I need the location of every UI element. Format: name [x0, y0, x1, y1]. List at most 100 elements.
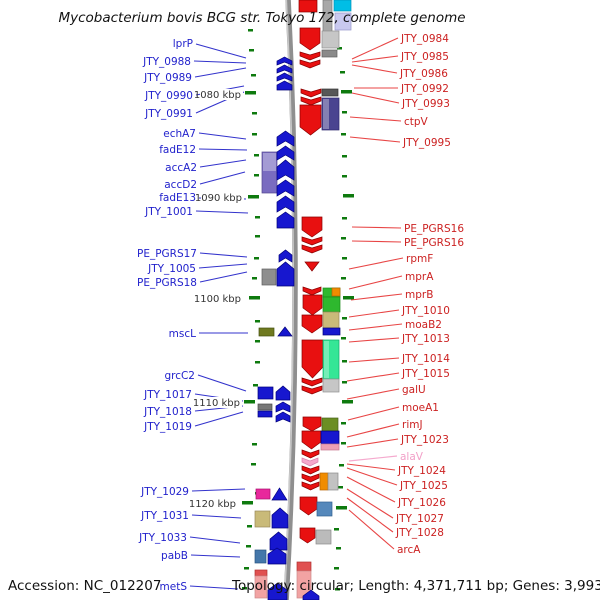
gene-label[interactable]: JTY_0984	[400, 33, 449, 45]
gene-label[interactable]: JTY_0986	[399, 68, 448, 80]
gene-arrow-reverse[interactable]	[276, 211, 295, 229]
gene-block-cyan[interactable]	[333, 0, 352, 12]
gene-block-navy[interactable]	[321, 97, 340, 131]
gene-label[interactable]: mscL	[169, 328, 196, 340]
gene-label[interactable]: metS	[160, 581, 188, 593]
gene-block-blue[interactable]	[257, 410, 273, 418]
gene-arrow-reverse[interactable]	[278, 249, 293, 263]
gene-arrow-forward[interactable]	[301, 385, 323, 395]
gene-label[interactable]: fadE12	[159, 144, 196, 156]
gene-block-gray[interactable]	[261, 268, 277, 286]
gene-label[interactable]: echA7	[163, 128, 196, 140]
gene-block-orange[interactable]	[331, 287, 341, 297]
gene-label[interactable]: PE_PGRS16	[404, 223, 464, 235]
gene-label[interactable]: pabB	[161, 550, 188, 562]
gene-label[interactable]: JTY_1033	[138, 532, 187, 544]
gene-label[interactable]: JTY_1019	[143, 421, 192, 433]
gene-label[interactable]: moeA1	[402, 402, 439, 414]
gene-label[interactable]: lprP	[173, 38, 193, 50]
gene-label[interactable]: JTY_1023	[400, 434, 449, 446]
gene-block-purple[interactable]	[261, 151, 278, 194]
gene-block-khaki[interactable]	[254, 510, 271, 528]
gene-block-gray[interactable]	[322, 378, 340, 393]
gene-arrow-forward[interactable]	[301, 465, 320, 475]
gene-arrow-reverse[interactable]	[275, 411, 291, 423]
gene-block-gray[interactable]	[321, 30, 340, 49]
gene-label[interactable]: JTY_1031	[140, 510, 189, 522]
gene-label[interactable]: JTY_1014	[401, 353, 450, 365]
gene-arrow-forward[interactable]	[299, 496, 318, 516]
gene-block-magenta[interactable]	[255, 488, 271, 500]
gene-arrow-reverse[interactable]	[275, 385, 291, 401]
gene-arrow-reverse[interactable]	[275, 401, 291, 413]
gene-arrow-forward[interactable]	[304, 261, 320, 272]
gene-label[interactable]: fadE13	[159, 192, 196, 204]
gene-block-orange[interactable]	[319, 472, 329, 491]
gene-label-trna[interactable]: alaV	[400, 451, 424, 463]
gene-arrow-forward[interactable]	[299, 59, 321, 69]
gene-arrow-forward[interactable]	[301, 473, 320, 483]
gene-label[interactable]: galU	[402, 384, 426, 396]
gene-block-mint[interactable]	[322, 339, 340, 380]
gene-arrow-reverse[interactable]	[276, 80, 293, 91]
gene-arrow-reverse[interactable]	[276, 72, 293, 82]
gene-block-steelblue[interactable]	[254, 549, 267, 564]
gene-arrow-reverse[interactable]	[276, 64, 293, 74]
gene-label[interactable]: mprA	[405, 271, 434, 283]
gene-block-gray[interactable]	[321, 49, 338, 58]
gene-arrow-forward[interactable]	[300, 96, 322, 106]
gene-block-lightred[interactable]	[254, 575, 268, 599]
gene-arrow-forward[interactable]	[300, 88, 322, 98]
gene-label[interactable]: arcA	[397, 544, 421, 556]
gene-label[interactable]: JTY_0989	[143, 72, 192, 84]
gene-label[interactable]: JTY_1017	[143, 389, 192, 401]
gene-block-red[interactable]	[254, 569, 268, 577]
gene-arrow-forward[interactable]	[299, 27, 321, 51]
gene-arrow-reverse[interactable]	[276, 261, 295, 287]
gene-arrow-forward[interactable]	[301, 236, 323, 246]
gene-label[interactable]: JTY_0995	[402, 137, 451, 149]
gene-label[interactable]: JTY_0993	[401, 98, 450, 110]
gene-label[interactable]: JTY_1005	[147, 263, 196, 275]
gene-arrow-forward[interactable]	[299, 527, 316, 544]
gene-arrow-reverse[interactable]	[302, 589, 320, 600]
gene-label[interactable]: JTY_1013	[401, 333, 450, 345]
gene-arrow-reverse[interactable]	[277, 326, 293, 337]
gene-label[interactable]: mprB	[405, 289, 433, 301]
gene-block-blue[interactable]	[322, 327, 341, 336]
gene-arrow-forward[interactable]	[302, 294, 323, 316]
gene-block-steelblue[interactable]	[316, 501, 333, 517]
gene-label[interactable]: JTY_0985	[400, 51, 449, 63]
gene-block-red[interactable]	[296, 561, 312, 572]
gene-label[interactable]: JTY_0990	[144, 90, 193, 102]
gene-label[interactable]: JTY_1026	[397, 497, 446, 509]
gene-block-olive[interactable]	[321, 417, 339, 432]
gene-arrow-forward[interactable]	[301, 430, 322, 450]
gene-block-khaki[interactable]	[322, 311, 340, 329]
gene-label[interactable]: moaB2	[405, 319, 442, 331]
gene-block-gray[interactable]	[315, 529, 332, 545]
gene-arrow-forward[interactable]	[302, 286, 322, 296]
gene-arrow-forward[interactable]	[299, 104, 322, 136]
gene-block-blue[interactable]	[320, 430, 340, 445]
gene-arrow-forward[interactable]	[299, 51, 321, 61]
gene-arrow-forward[interactable]	[301, 244, 323, 254]
gene-arrow-forward[interactable]	[301, 339, 324, 379]
gene-label[interactable]: JTY_1015	[401, 368, 450, 380]
gene-block-blue[interactable]	[257, 386, 274, 400]
gene-arrow-forward[interactable]	[301, 449, 320, 459]
gene-arrow-reverse[interactable]	[271, 487, 288, 501]
gene-arrow-forward[interactable]	[302, 416, 322, 432]
gene-arrow-reverse[interactable]	[267, 582, 288, 600]
gene-arrow-reverse[interactable]	[267, 547, 287, 565]
gene-block-red[interactable]	[298, 0, 318, 13]
gene-arrow-reverse[interactable]	[276, 195, 295, 213]
gene-arrow-forward[interactable]	[301, 216, 323, 238]
gene-label[interactable]: PE_PGRS16	[404, 237, 464, 249]
gene-arrow-reverse[interactable]	[276, 159, 295, 181]
gene-arrow-forward[interactable]	[301, 377, 323, 387]
gene-label[interactable]: ctpV	[404, 116, 429, 128]
gene-block-gray[interactable]	[257, 403, 273, 411]
gene-label[interactable]: JTY_1027	[395, 513, 444, 525]
gene-label[interactable]: JTY_1028	[395, 527, 444, 539]
